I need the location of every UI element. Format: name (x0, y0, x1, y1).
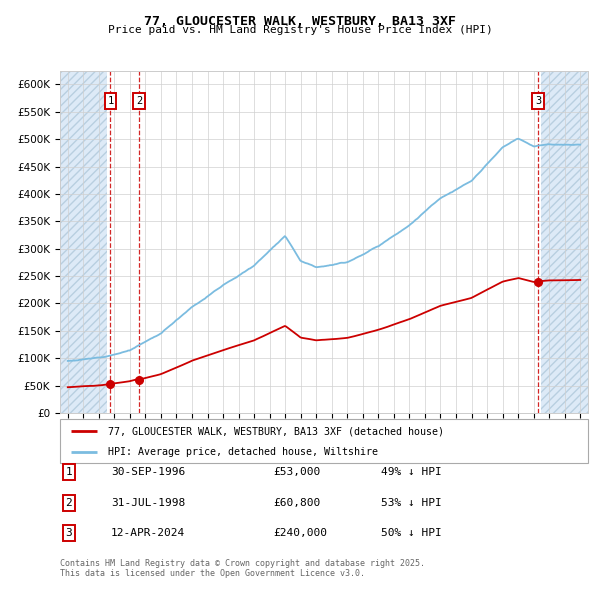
Text: 2: 2 (65, 498, 73, 507)
Text: 49% ↓ HPI: 49% ↓ HPI (381, 467, 442, 477)
Bar (541, 71, 588, 413)
Text: 53% ↓ HPI: 53% ↓ HPI (381, 498, 442, 507)
Text: Contains HM Land Registry data © Crown copyright and database right 2025.: Contains HM Land Registry data © Crown c… (60, 559, 425, 568)
Text: 30-SEP-1996: 30-SEP-1996 (111, 467, 185, 477)
Text: 31-JUL-1998: 31-JUL-1998 (111, 498, 185, 507)
Text: This data is licensed under the Open Government Licence v3.0.: This data is licensed under the Open Gov… (60, 569, 365, 578)
Text: 1: 1 (65, 467, 73, 477)
Text: £240,000: £240,000 (273, 529, 327, 538)
Text: 12-APR-2024: 12-APR-2024 (111, 529, 185, 538)
Text: HPI: Average price, detached house, Wiltshire: HPI: Average price, detached house, Wilt… (107, 447, 377, 457)
Text: 77, GLOUCESTER WALK, WESTBURY, BA13 3XF (detached house): 77, GLOUCESTER WALK, WESTBURY, BA13 3XF … (107, 427, 443, 436)
Bar (60, 71, 107, 413)
Text: £53,000: £53,000 (273, 467, 320, 477)
FancyBboxPatch shape (60, 419, 588, 463)
Text: 50% ↓ HPI: 50% ↓ HPI (381, 529, 442, 538)
Text: 77, GLOUCESTER WALK, WESTBURY, BA13 3XF: 77, GLOUCESTER WALK, WESTBURY, BA13 3XF (144, 15, 456, 28)
Text: 2: 2 (136, 96, 142, 106)
Text: 3: 3 (535, 96, 541, 106)
Text: 1: 1 (107, 96, 113, 106)
Text: 3: 3 (65, 529, 73, 538)
Text: Price paid vs. HM Land Registry's House Price Index (HPI): Price paid vs. HM Land Registry's House … (107, 25, 493, 35)
Text: £60,800: £60,800 (273, 498, 320, 507)
